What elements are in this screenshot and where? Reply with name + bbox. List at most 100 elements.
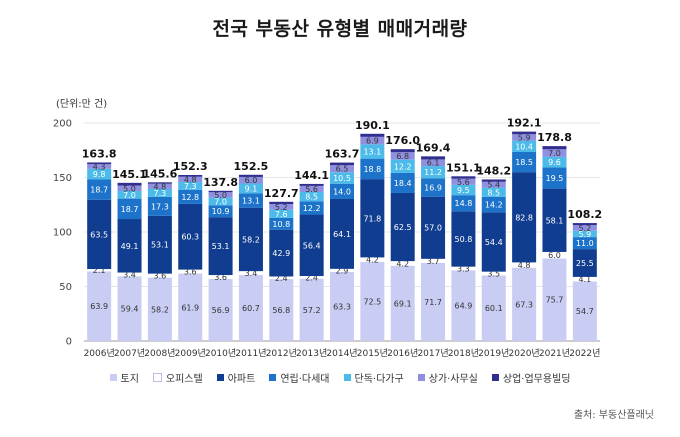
bar-segment: [330, 183, 354, 199]
bar-segment: [238, 271, 263, 275]
total-label: 178.8: [537, 131, 572, 144]
unit-label: (단위:만 건): [56, 99, 108, 110]
data-label: 64.1: [333, 230, 351, 239]
data-label: 2.4: [305, 273, 318, 282]
y-tick-label: 100: [53, 228, 72, 239]
legend-swatch: [109, 374, 117, 381]
x-tick-label: 2017년: [417, 348, 448, 359]
data-label: 6.5: [336, 165, 349, 174]
x-tick-label: 2019년: [478, 348, 509, 359]
data-label: 69.1: [394, 299, 412, 308]
bar-segment: [360, 136, 385, 145]
bar-segment: [299, 183, 324, 186]
bar-segment: [208, 205, 233, 218]
bar-segment: [390, 159, 415, 173]
bar-segment: [117, 276, 142, 341]
data-label: 5.2: [578, 224, 591, 233]
bar-segment: [147, 196, 172, 216]
legend-swatch: [216, 374, 224, 381]
x-tick-label: 2007년: [114, 348, 145, 359]
total-label: 151.1: [446, 161, 481, 174]
bar-segment: [512, 262, 537, 268]
data-label: 5.9: [518, 133, 531, 142]
data-label: 4.2: [366, 256, 379, 265]
bar-segment: [269, 209, 294, 218]
bar-segment: [542, 188, 567, 252]
bar-segment: [147, 183, 172, 189]
bar-segment: [269, 217, 294, 230]
bar-segment: [299, 278, 324, 341]
data-label: 5.0: [214, 191, 227, 200]
bar-segment: [360, 257, 385, 262]
legend-item: 상가·사무실: [417, 370, 478, 385]
data-label: 8.5: [305, 193, 318, 202]
total-label: 169.4: [416, 141, 451, 154]
x-tick-label: 2012년: [266, 348, 297, 359]
bar-segment: [178, 181, 203, 190]
data-label: 6.0: [245, 176, 258, 185]
bar-segment: [299, 185, 324, 192]
bar-segment: [572, 237, 597, 250]
y-tick-label: 150: [53, 173, 72, 184]
data-label: 42.9: [272, 249, 290, 258]
bar-segment: [572, 281, 597, 341]
bar-segment: [117, 182, 142, 186]
data-label: 25.5: [576, 259, 594, 268]
x-tick-label: 2010년: [205, 348, 236, 359]
data-label: 82.8: [515, 213, 533, 222]
bar-segment: [512, 134, 537, 141]
data-label: 5.6: [305, 185, 318, 194]
bar-segment: [299, 214, 324, 277]
bar-segment: [147, 182, 172, 184]
data-label: 6.8: [396, 152, 409, 161]
bar-segment: [87, 271, 112, 341]
data-label: 12.2: [303, 204, 321, 213]
bar-segment: [451, 211, 476, 267]
x-tick-label: 2018년: [448, 348, 479, 359]
data-label: 7.3: [184, 182, 197, 191]
chart-title: 전국 부동산 유형별 매매거래량: [212, 18, 468, 40]
bar-segment: [360, 144, 385, 159]
data-label: 9.5: [457, 186, 470, 195]
data-label: 71.8: [363, 214, 381, 223]
bar-segment: [451, 270, 476, 341]
bar-segment: [451, 184, 476, 196]
data-label: 11.0: [576, 239, 594, 248]
data-label: 13.1: [363, 148, 381, 157]
total-label: 163.7: [325, 148, 360, 161]
total-label: 192.1: [507, 117, 542, 130]
data-label: 4.2: [396, 259, 409, 268]
x-tick-label: 2008년: [144, 348, 175, 359]
bar-segment: [542, 156, 567, 168]
data-label: 18.5: [515, 158, 533, 167]
bar-segment: [178, 189, 203, 204]
legend-swatch: [152, 373, 162, 382]
bar-segment: [299, 201, 324, 215]
data-label: 5.0: [123, 184, 136, 193]
total-label: 190.1: [355, 119, 390, 132]
bar-segment: [330, 172, 354, 184]
bar-segment: [117, 219, 142, 273]
bar-segment: [147, 277, 172, 341]
data-label: 60.7: [242, 304, 260, 313]
data-label: 57.0: [424, 224, 442, 233]
bar-segment: [208, 278, 233, 341]
y-tick-label: 50: [59, 282, 72, 293]
data-label: 14.8: [455, 199, 473, 208]
data-label: 16.9: [424, 183, 442, 192]
bar-segment: [147, 215, 172, 274]
data-label: 14.2: [485, 201, 503, 210]
bar-segment: [512, 140, 537, 152]
bar-segment: [147, 273, 172, 278]
bar-segment: [269, 279, 294, 341]
data-label: 6.1: [427, 159, 440, 168]
bar-segment: [117, 191, 142, 199]
bar-segment: [269, 203, 294, 210]
bar-segment: [421, 262, 446, 341]
bar-segment: [390, 152, 415, 160]
bar-segment: [451, 195, 476, 212]
data-label: 9.8: [93, 170, 106, 179]
bar-segment: [178, 174, 203, 177]
data-label: 4.8: [184, 175, 197, 184]
data-label: 4.8: [518, 261, 531, 270]
